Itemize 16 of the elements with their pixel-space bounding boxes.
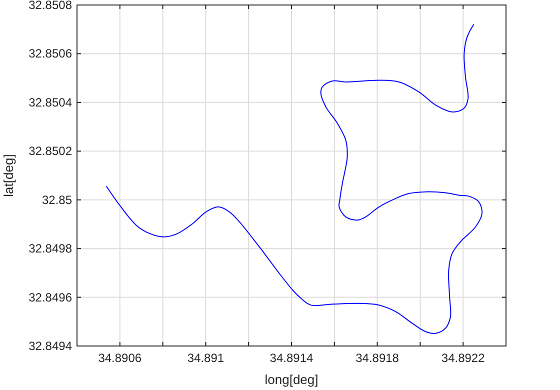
- y-tick-label: 32.8506: [28, 46, 72, 61]
- x-tick-label: 34.8914: [270, 351, 314, 365]
- x-tick-label: 34.8918: [356, 351, 400, 365]
- x-axis-title: long[deg]: [264, 372, 318, 387]
- x-tick-label: 34.891: [187, 351, 224, 365]
- y-axis-title: lat[deg]: [1, 154, 16, 197]
- x-tick-label: 34.8906: [98, 351, 142, 365]
- y-tick-label: 32.8508: [28, 0, 72, 12]
- y-tick-label: 32.8496: [28, 290, 72, 304]
- y-tick-label: 32.8504: [28, 95, 72, 110]
- x-tick-label: 34.8922: [441, 351, 486, 365]
- y-tick-label: 32.8494: [28, 339, 72, 353]
- y-tick-label: 32.8498: [28, 242, 72, 256]
- y-tick-label: 32.8502: [28, 144, 72, 158]
- y-tick-label: 32.85: [42, 192, 72, 207]
- line-series: [106, 24, 482, 334]
